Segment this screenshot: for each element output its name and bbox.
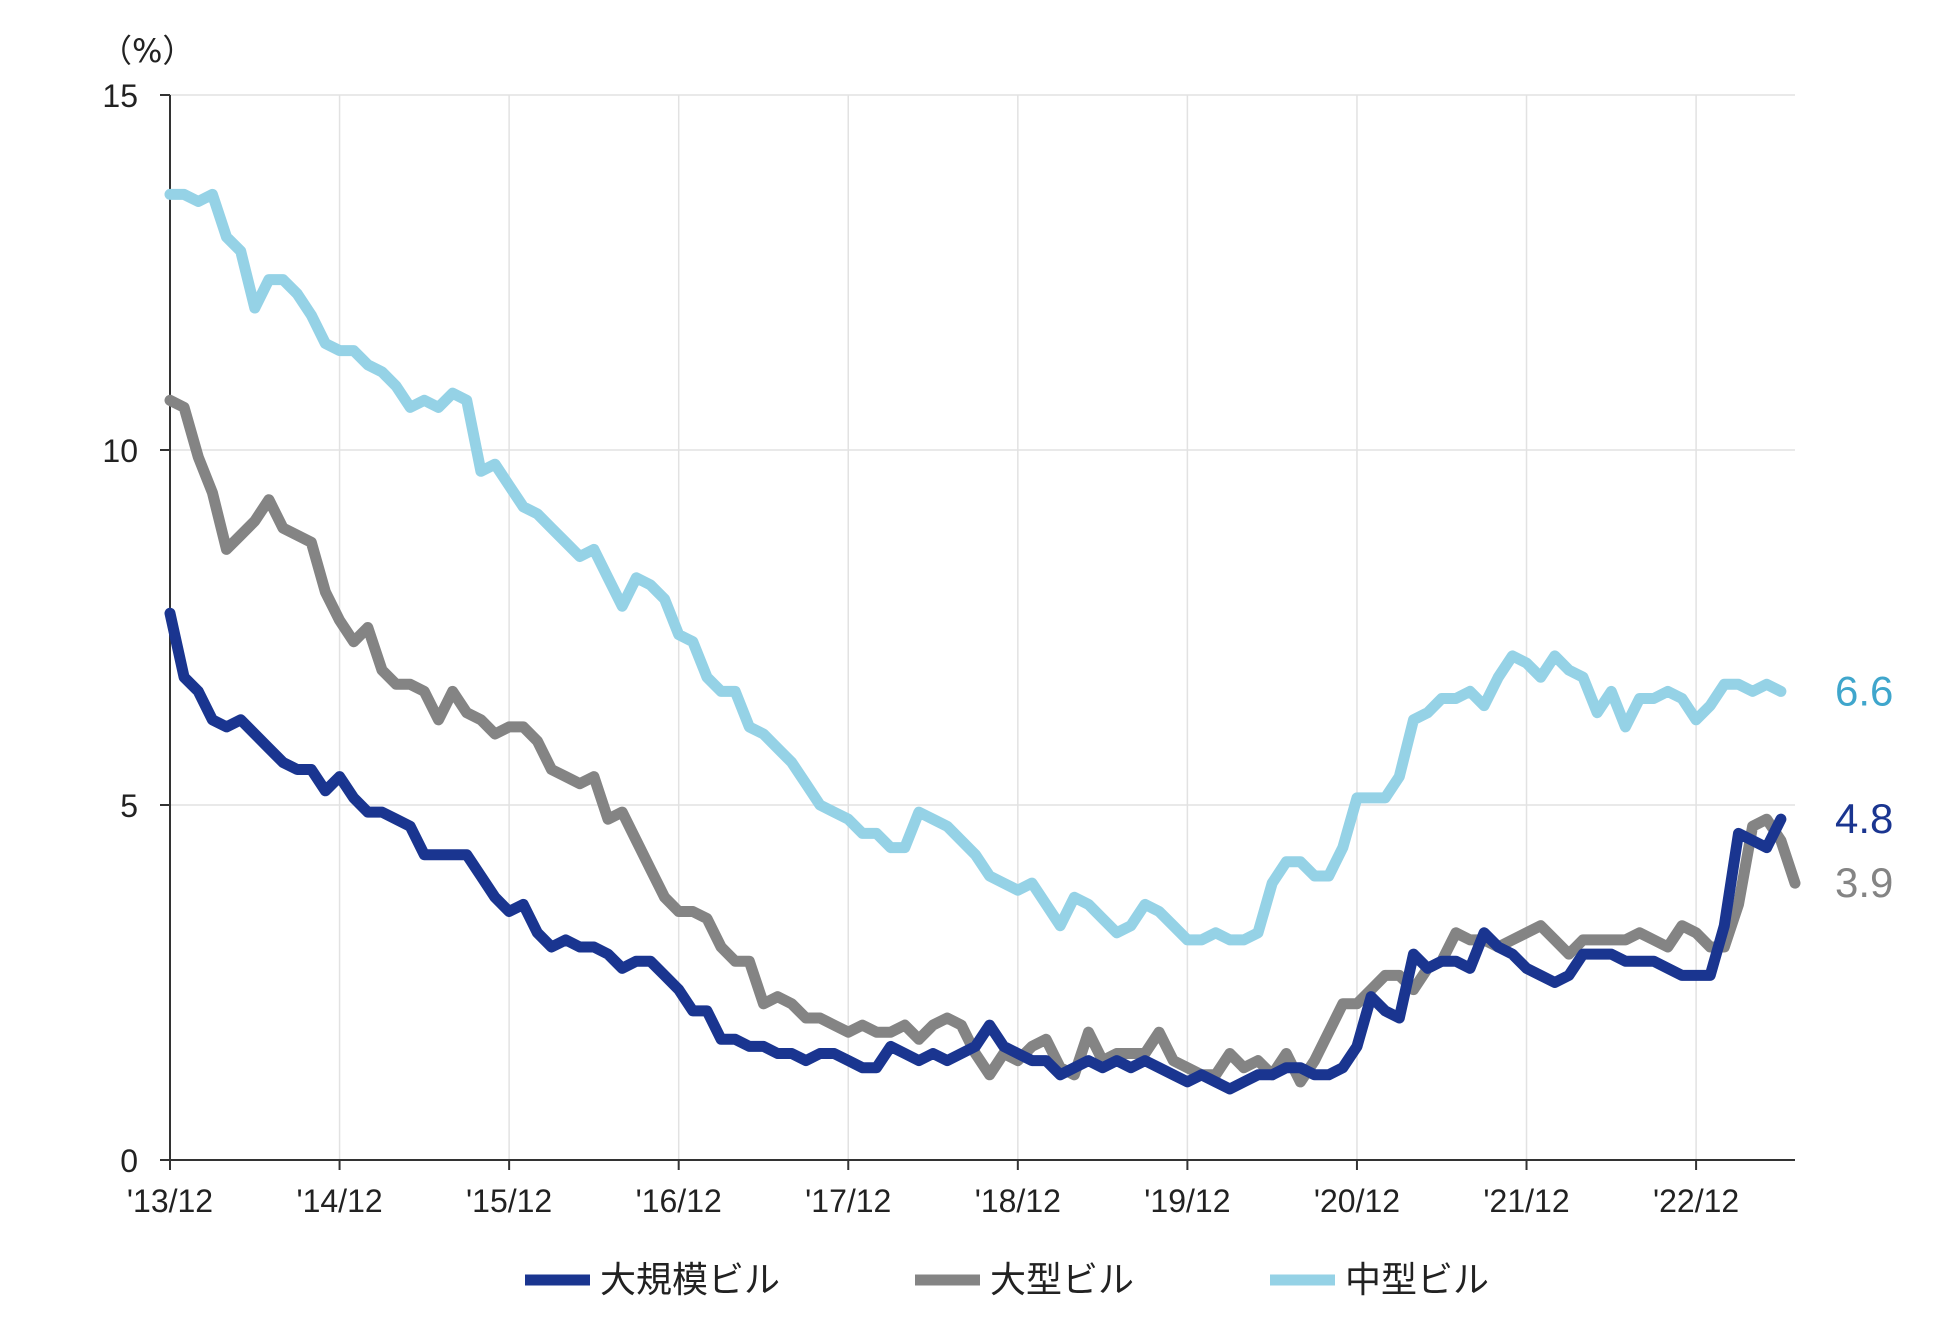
gridlines [170, 94, 1795, 1160]
x-tick-label: '17/12 [805, 1183, 891, 1219]
x-tick-label: '13/12 [127, 1183, 213, 1219]
series-lines [164, 188, 1801, 1095]
x-tick-label: '22/12 [1653, 1183, 1739, 1219]
x-tick-label: '18/12 [975, 1183, 1061, 1219]
legend-label-2: 中型ビル [1345, 1260, 1489, 1301]
series-end-label-2: 6.6 [1835, 667, 1893, 714]
y-axis-tick-labels: 0 5 10 15 [102, 78, 138, 1179]
y-tick-label: 15 [102, 78, 138, 114]
series-end-labels: 4.8 3.9 6.6 [1835, 667, 1893, 906]
x-tick-label: '21/12 [1483, 1183, 1569, 1219]
series-line-1 [164, 394, 1801, 1088]
x-tick-label: '19/12 [1144, 1183, 1230, 1219]
legend: 大規模ビル 大型ビル 中型ビル [525, 1260, 1489, 1301]
axes [160, 94, 1795, 1170]
legend-label-0: 大規模ビル [600, 1260, 780, 1301]
x-tick-label: '16/12 [636, 1183, 722, 1219]
x-axis-tick-labels: '13/12 '14/12 '15/12 '16/12 '17/12 '18/12 '19/… [127, 1183, 1739, 1219]
series-line-2 [164, 188, 1787, 946]
series-line-0 [164, 607, 1787, 1095]
x-tick-label: '15/12 [466, 1183, 552, 1219]
series-end-label-0: 4.8 [1835, 795, 1893, 842]
y-tick-label: 10 [102, 433, 138, 469]
series-end-label-1: 3.9 [1835, 859, 1893, 906]
y-axis-unit-label: （%） [100, 32, 194, 70]
x-tick-label: '14/12 [296, 1183, 382, 1219]
x-tick-label: '20/12 [1314, 1183, 1400, 1219]
legend-label-1: 大型ビル [990, 1260, 1134, 1301]
y-tick-label: 0 [120, 1143, 138, 1179]
y-tick-label: 5 [120, 788, 138, 824]
